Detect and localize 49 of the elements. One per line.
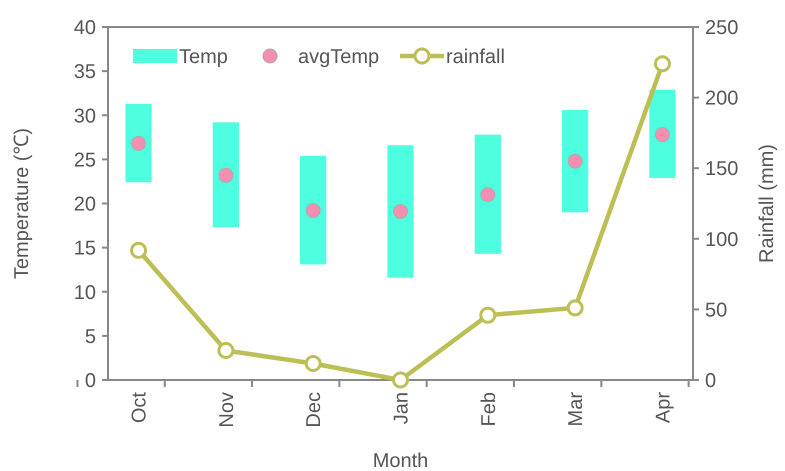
- point: [306, 203, 321, 218]
- point: [130, 242, 148, 259]
- point: [304, 354, 322, 372]
- x-tick-label: Feb: [478, 392, 500, 426]
- x-tick-label: Mar: [565, 392, 588, 426]
- point: [392, 372, 409, 388]
- point: [131, 136, 146, 151]
- y2-tick-label: 200: [705, 88, 738, 110]
- y-tick-label: 25: [74, 149, 96, 172]
- point: [479, 306, 496, 324]
- point: [217, 342, 234, 359]
- x-tick-label: Oct: [128, 392, 151, 424]
- y2-tick-label: 0: [705, 370, 716, 392]
- y-tick-label: 30: [74, 105, 96, 128]
- y-tick-label: 0: [84, 370, 96, 392]
- bar: [212, 122, 239, 228]
- bar: [125, 104, 152, 182]
- point: [480, 187, 496, 202]
- bar: [474, 134, 501, 254]
- legend-label: rainfall: [446, 46, 505, 68]
- bar: [300, 156, 326, 264]
- x-tick-label: Jan: [390, 392, 412, 424]
- point: [218, 168, 234, 183]
- point: [654, 127, 670, 142]
- y2-tick-label: 100: [705, 228, 738, 251]
- x-tick-label: Nov: [216, 392, 238, 428]
- y2-tick-label: 150: [705, 158, 738, 180]
- y2-tick-label: 50: [705, 299, 728, 322]
- point: [566, 299, 584, 316]
- bar: [387, 145, 414, 278]
- point: [568, 154, 583, 169]
- legend-label: avgTemp: [298, 46, 380, 68]
- y2-axis-title: Rainfall (mm): [756, 144, 778, 263]
- bar: [562, 110, 588, 212]
- y-tick-label: 10: [74, 282, 96, 304]
- y-tick-label: 20: [74, 194, 96, 216]
- bar: [649, 90, 676, 178]
- y-tick-label: 35: [74, 61, 96, 84]
- y-tick-label: 5: [84, 326, 96, 348]
- y-tick-label: 40: [74, 17, 96, 39]
- legend-label: Temp: [179, 46, 228, 68]
- y2-tick-label: 250: [705, 17, 738, 39]
- point: [654, 55, 671, 72]
- y-tick-label: 15: [74, 238, 96, 260]
- y-axis-title: Temperature (℃): [11, 128, 33, 280]
- x-axis-title: Month: [372, 450, 428, 471]
- x-tick-label: Dec: [303, 392, 326, 428]
- x-tick-label: Apr: [652, 392, 674, 424]
- point: [393, 204, 408, 219]
